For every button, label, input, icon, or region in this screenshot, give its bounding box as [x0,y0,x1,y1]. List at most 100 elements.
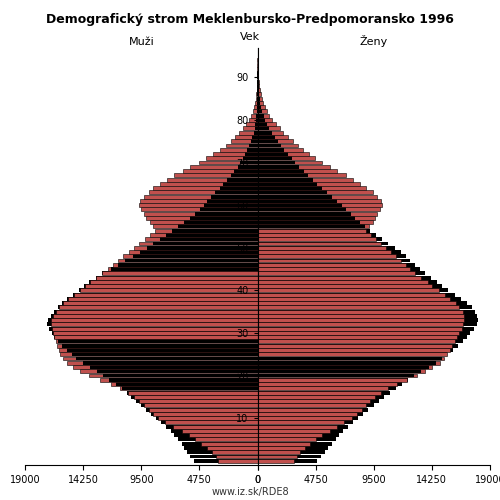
Bar [258,404,366,407]
Bar [246,122,258,126]
Bar [62,301,258,305]
Bar [132,395,258,399]
Bar [134,246,258,250]
Bar [258,88,260,92]
Bar [243,126,258,130]
Bar [74,292,258,296]
Bar [178,224,258,228]
Bar [258,148,284,152]
Bar [54,335,258,339]
Bar [258,242,388,246]
Bar [253,110,258,114]
Bar [258,314,464,318]
Bar [258,318,464,322]
Bar [230,140,258,143]
Bar [182,442,258,446]
Bar [258,424,337,428]
Bar [258,182,360,186]
Bar [170,429,258,433]
Bar [183,169,258,173]
Bar [167,178,258,182]
Bar [258,144,281,148]
Bar [258,442,332,446]
Bar [120,386,258,390]
Bar [58,306,258,310]
Bar [258,301,456,305]
Bar [258,228,366,232]
Bar [110,378,258,382]
Bar [258,101,260,105]
Bar [126,258,258,262]
Bar [258,199,381,203]
Bar [258,382,402,386]
Bar [258,399,378,403]
Bar [258,160,296,164]
Bar [144,194,258,198]
Bar [258,416,358,420]
Bar [258,395,384,399]
Bar [200,208,258,212]
Bar [227,178,258,182]
Bar [258,208,346,212]
Bar [258,233,372,237]
Bar [258,140,293,143]
Bar [66,361,258,364]
Bar [182,429,258,433]
Bar [258,233,376,237]
Bar [254,126,258,130]
Bar [154,412,258,416]
Bar [258,374,414,378]
Bar [258,152,309,156]
Bar [166,424,258,428]
Bar [52,326,258,330]
Bar [154,224,258,228]
Bar [258,404,374,407]
Bar [66,348,258,352]
Bar [238,165,258,168]
Bar [102,272,258,276]
Bar [88,374,258,378]
Bar [186,450,258,454]
Bar [249,118,258,122]
Title: Muži: Muži [128,36,154,46]
Bar [258,237,376,241]
Bar [129,250,258,254]
Bar [258,212,350,216]
Bar [258,335,467,339]
Bar [258,190,372,194]
Bar [258,301,467,305]
Bar [132,254,258,258]
Bar [258,208,380,212]
Bar [258,272,416,276]
Bar [258,306,472,310]
Bar [256,92,258,96]
Bar [258,194,332,198]
Bar [254,105,258,109]
Bar [258,92,260,96]
Bar [206,156,258,160]
Bar [258,237,382,241]
Bar [258,114,270,117]
Bar [258,356,442,360]
Bar [96,276,258,280]
Bar [97,370,258,373]
Bar [54,310,258,314]
Bar [258,250,391,254]
Bar [258,203,382,207]
Bar [258,126,270,130]
Bar [216,454,258,458]
Bar [110,267,258,271]
Bar [258,242,381,246]
Bar [156,416,258,420]
Bar [258,442,310,446]
Bar [258,182,318,186]
Bar [150,233,258,237]
Bar [255,101,258,105]
Bar [90,280,258,284]
Bar [122,386,258,390]
Bar [230,174,258,178]
Bar [134,395,258,399]
Bar [96,276,258,280]
Bar [258,276,422,280]
Bar [126,390,258,394]
